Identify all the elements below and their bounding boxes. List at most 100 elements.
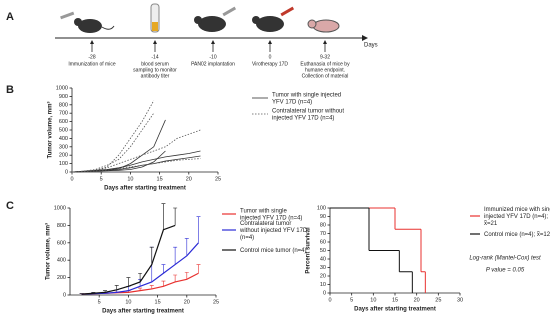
x-tick-label: 0 (70, 176, 73, 182)
event-arrowhead (153, 40, 157, 44)
mouse-icon (194, 6, 237, 32)
y-tick-label: 10 (320, 282, 326, 288)
x-tick-label: 25 (435, 297, 441, 303)
x-axis-label: Days after starting treatment (102, 309, 184, 315)
x-tick-label: 15 (155, 299, 161, 305)
tube-icon (150, 3, 160, 33)
y-axis-label: Percent survival (306, 227, 312, 274)
y-tick-label: 600 (59, 119, 68, 125)
mean-line (81, 242, 199, 295)
event-label: Euthanasia of mice by (300, 61, 350, 67)
legend-label: Immunized mice with single injected YFV … (483, 207, 550, 227)
x-tick-label: 10 (125, 299, 131, 305)
legend-label: Tumor with single injected YFV 17D (n=4) (272, 92, 343, 105)
y-tick-label: 80 (320, 222, 326, 228)
x-tick-label: 15 (157, 176, 163, 182)
event-label: humane endpoint. (305, 67, 345, 73)
axis-line (69, 208, 216, 296)
tumor-line (71, 100, 155, 173)
x-tick-label: 15 (392, 297, 398, 303)
mouse-icon (60, 11, 115, 33)
legend-label: Tumor with single injected YFV 17D (n=4) (240, 208, 302, 221)
mouse-icon (252, 6, 295, 32)
axis-line (71, 88, 218, 173)
x-tick-label: 20 (414, 297, 420, 303)
timeline-axis-label: Days (364, 43, 378, 49)
mouse-icon (307, 19, 340, 33)
event-day: -14 (151, 54, 158, 60)
y-tick-label: 30 (320, 265, 326, 271)
y-tick-label: 50 (320, 248, 326, 254)
event-day: -10 (209, 54, 216, 60)
x-axis-label: Days after starting treatment (354, 307, 436, 313)
event-label: sampling to monitor (133, 67, 177, 73)
y-tick-label: 40 (320, 256, 326, 262)
y-tick-label: 900 (59, 94, 68, 100)
error-bar (149, 246, 154, 265)
legend-label: Contralateral tumor without injected YFV… (272, 108, 346, 121)
y-tick-label: 0 (65, 169, 68, 175)
event-label: antibody titer (141, 73, 170, 79)
x-tick-label: 25 (215, 176, 221, 182)
y-tick-label: 0 (63, 292, 66, 298)
tumor-line (71, 150, 201, 173)
x-tick-label: 5 (100, 176, 103, 182)
tumor-line (71, 129, 201, 173)
event-arrowhead (211, 40, 215, 44)
legend-label: Control mice (n=4); x̃=12.5 (484, 232, 550, 238)
y-tick-label: 60 (320, 239, 326, 245)
error-bar (161, 203, 166, 230)
event-day: 0 (269, 54, 272, 60)
x-tick-label: 0 (328, 297, 331, 303)
tumor-line (71, 112, 155, 173)
event-day: 9-32 (320, 54, 330, 60)
legend-label: Contralateral tumor without injected YFV… (239, 221, 309, 241)
mean-line (81, 224, 176, 295)
event-arrowhead (90, 40, 94, 44)
x-tick-label: 5 (350, 297, 353, 303)
event-label: PAN02 implantation (191, 61, 235, 67)
tumor-line (71, 155, 201, 173)
y-tick-label: 800 (59, 102, 68, 108)
x-tick-label: 20 (184, 299, 190, 305)
y-tick-label: 400 (57, 258, 66, 264)
error-bar (184, 238, 189, 256)
x-tick-label: 25 (213, 299, 219, 305)
x-tick-label: 5 (98, 299, 101, 305)
y-axis-label: Tumor volume, mm³ (45, 223, 52, 280)
panel-label: A (6, 11, 14, 23)
y-tick-label: 700 (59, 111, 68, 117)
y-tick-label: 20 (320, 273, 326, 279)
y-tick-label: 100 (59, 161, 68, 167)
y-tick-label: 200 (57, 275, 66, 281)
event-label: blood serum (141, 61, 169, 67)
event-label: Immunization of mice (68, 61, 115, 67)
x-tick-label: 10 (370, 297, 376, 303)
timeline-arrow (362, 35, 368, 41)
event-label: Collection of material (302, 73, 349, 79)
error-bar (173, 274, 178, 282)
x-tick-label: 10 (127, 176, 133, 182)
error-bar (161, 264, 166, 274)
annotation: Log-rank (Mantel-Cox) test (469, 256, 541, 262)
annotation: P value = 0.05 (486, 268, 525, 274)
y-tick-label: 100 (317, 205, 326, 211)
x-tick-label: 20 (186, 176, 192, 182)
y-tick-label: 0 (323, 290, 326, 296)
error-bar (173, 207, 178, 226)
error-bar (196, 216, 201, 243)
error-bar (126, 277, 131, 287)
y-tick-label: 500 (59, 127, 68, 133)
tumor-line (71, 158, 201, 173)
y-tick-label: 600 (57, 240, 66, 246)
y-axis-label: Tumor volume, mm³ (47, 102, 54, 159)
error-bar (173, 246, 178, 265)
y-tick-label: 1000 (56, 85, 68, 91)
event-arrowhead (268, 40, 272, 44)
event-day: -28 (88, 54, 95, 60)
error-bar (184, 272, 189, 280)
panel-label: B (6, 84, 14, 96)
error-bar (196, 264, 201, 274)
y-tick-label: 1000 (54, 205, 66, 211)
y-tick-label: 300 (59, 144, 68, 150)
